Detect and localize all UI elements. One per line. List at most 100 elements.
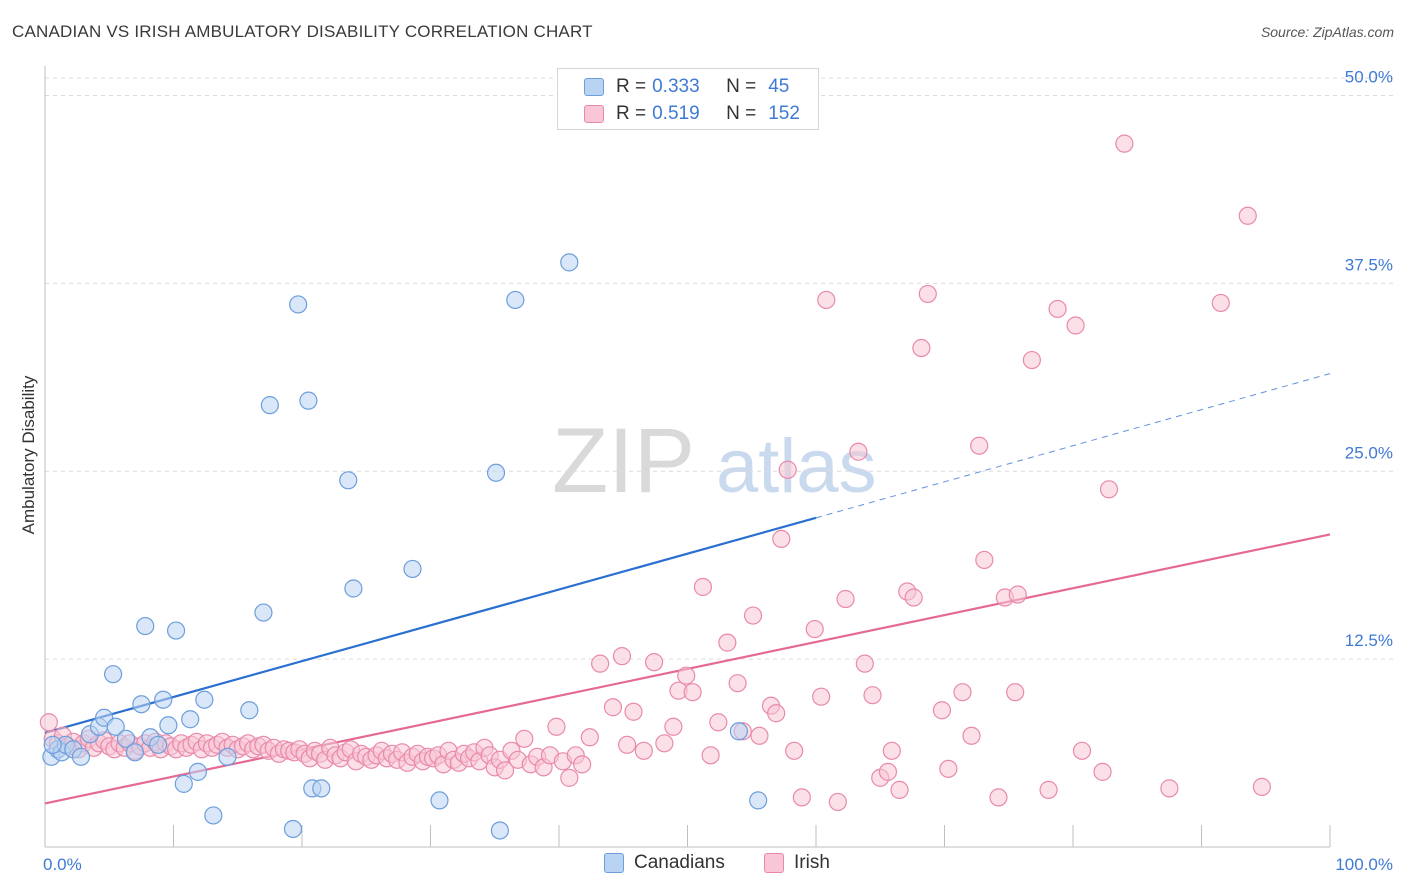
r-label: R = (616, 103, 647, 124)
y-tick-label: 50.0% (1345, 68, 1393, 87)
stats-legend: R = 0.333 N = 45 R = 0.519 N = 152 (557, 68, 819, 130)
irish-point (767, 704, 786, 723)
irish-point (812, 687, 831, 706)
canadians-point (218, 747, 237, 766)
canadians-point (283, 819, 303, 839)
watermark: ZIP atlas (552, 410, 877, 512)
canadians-point (71, 747, 91, 766)
canadians-legend-label: Canadians (634, 852, 725, 873)
irish-point (817, 290, 836, 310)
irish-point (882, 741, 901, 760)
canadians-point (43, 735, 62, 754)
canadians-point (195, 690, 214, 709)
canadians-point (339, 471, 358, 490)
canadians-point (289, 295, 308, 314)
irish-point (1099, 480, 1119, 499)
r-value-irish: 0.519 (652, 103, 700, 124)
y-tick-label: 12.5% (1345, 631, 1393, 650)
chart-title: CANADIAN VS IRISH AMBULATORY DISABILITY … (12, 22, 593, 41)
irish-point (989, 788, 1008, 807)
y-tick-label: 37.5% (1345, 255, 1393, 274)
irish-point (1115, 134, 1134, 153)
legend-item-irish[interactable]: Irish (764, 852, 830, 874)
canadians-trend-extension (815, 373, 1331, 519)
canadians-point (116, 729, 136, 748)
legend-row-irish: R = 0.519 N = 152 (584, 102, 800, 126)
canadians-point (560, 253, 579, 272)
canadians-point (104, 665, 123, 684)
irish-point (932, 701, 952, 720)
irish-point (1006, 683, 1025, 702)
canadians-point (299, 391, 318, 410)
canadians-point (136, 616, 155, 636)
irish-legend-label: Irish (794, 852, 830, 873)
canadians-point (403, 559, 422, 579)
irish-point (863, 686, 882, 705)
irish-point (612, 647, 632, 666)
canadians-legend-swatch (604, 853, 624, 873)
canadians-point (749, 791, 768, 810)
irish-point (677, 666, 696, 685)
canadians-swatch (584, 78, 604, 96)
legend-item-canadians[interactable]: Canadians (604, 852, 725, 874)
y-axis-label: Ambulatory Disability (19, 375, 38, 534)
irish-point (805, 619, 824, 639)
irish-point (1252, 777, 1271, 796)
canadians-point (344, 579, 363, 598)
irish-point (975, 550, 994, 570)
irish-point (1238, 206, 1257, 225)
irish-swatch (584, 105, 604, 123)
irish-point (849, 442, 868, 461)
irish-point (1066, 316, 1085, 335)
irish-point (1039, 780, 1058, 799)
irish-point (718, 633, 737, 652)
n-value-irish: 152 (768, 103, 800, 124)
watermark-zip: ZIP (552, 410, 695, 512)
irish-point (1022, 350, 1041, 370)
irish-point (878, 762, 898, 781)
irish-point (778, 460, 797, 479)
watermark-atlas: atlas (716, 424, 877, 509)
irish-point (683, 683, 702, 702)
canadians-point (125, 743, 145, 762)
irish-point (918, 284, 937, 304)
n-label: N = (726, 76, 757, 97)
canadians-point (254, 603, 273, 622)
canadians-point (506, 290, 525, 310)
irish-point (890, 780, 909, 799)
canadians-point (240, 701, 259, 720)
irish-point (912, 338, 931, 358)
canadians-point (159, 716, 178, 735)
canadians-point (729, 722, 749, 741)
canadians-point (154, 690, 173, 709)
irish-point (603, 698, 623, 717)
irish-point (1008, 585, 1027, 604)
canadians-point (188, 762, 208, 781)
canadians-point (490, 821, 509, 840)
n-value-canadians: 45 (768, 76, 790, 97)
irish-point (792, 788, 811, 807)
irish-point (939, 759, 958, 778)
canadians-point (106, 717, 125, 736)
irish-point (750, 726, 769, 745)
irish-point (772, 529, 791, 549)
irish-point (855, 654, 874, 673)
canadians-point (166, 621, 186, 640)
irish-point (785, 741, 804, 760)
irish-point (728, 674, 747, 693)
irish-point (39, 713, 58, 732)
canadians-point (148, 735, 168, 754)
canadians-point (174, 774, 193, 793)
irish-point (1048, 299, 1067, 319)
canadians-trend-line (44, 516, 817, 734)
y-tick-label: 25.0% (1345, 443, 1393, 462)
canadians-point (430, 791, 449, 810)
irish-point (573, 755, 592, 774)
irish-point (836, 589, 855, 609)
irish-point (962, 726, 981, 745)
series-legend: Canadians Irish (0, 852, 1406, 878)
x-tick-label-end: 100.0% (1335, 855, 1393, 874)
irish-point (560, 768, 579, 787)
irish-point (664, 717, 683, 736)
